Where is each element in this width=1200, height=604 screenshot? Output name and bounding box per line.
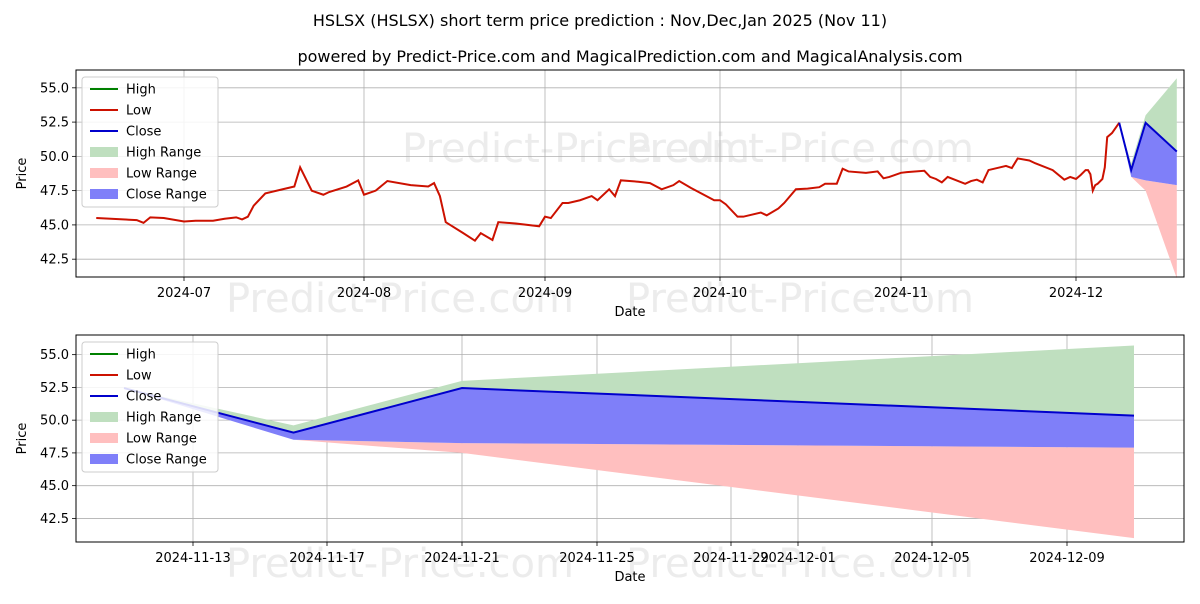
watermark-text: Predict-Price.com <box>226 541 574 587</box>
y-tick-label: 55.0 <box>40 348 69 363</box>
low-range-area <box>1119 122 1177 279</box>
watermark-text: Predict-Price.com <box>402 126 750 172</box>
y-tick-label: 52.5 <box>40 381 69 396</box>
y-tick-label: 42.5 <box>40 253 69 268</box>
legend-close-range-swatch <box>90 189 118 199</box>
y-tick-label: 47.5 <box>40 446 69 461</box>
x-tick-label: 2024-11-25 <box>559 551 635 566</box>
chart-title: HSLSX (HSLSX) short term price predictio… <box>313 11 887 30</box>
x-tick-label: 2024-11-21 <box>424 551 500 566</box>
plot-area <box>76 70 1184 277</box>
y-tick-label: 45.0 <box>40 218 69 233</box>
legend-high-label: High <box>126 348 156 363</box>
y-tick-label: 47.5 <box>40 184 69 199</box>
legend-high-range-swatch <box>90 147 118 157</box>
legend-low-label: Low <box>126 369 152 384</box>
legend-close-range-label: Close Range <box>126 188 207 203</box>
legend-low-range-label: Low Range <box>126 432 197 447</box>
watermark-text: Predict-Price.com <box>226 276 574 322</box>
y-axis-label: Price <box>15 423 30 455</box>
y-tick-label: 50.0 <box>40 150 69 165</box>
x-tick-label: 2024-08 <box>337 286 391 301</box>
watermark-text: Predict-Price.com <box>626 276 974 322</box>
legend-low-range-swatch <box>90 168 118 178</box>
y-tick-label: 55.0 <box>40 81 69 96</box>
y-tick-label: 50.0 <box>40 414 69 429</box>
high-range-area <box>124 345 1134 433</box>
legend-low-range-swatch <box>90 433 118 443</box>
bottom-panel: Predict-Price.comPredict-Price.comPredic… <box>15 334 1185 587</box>
legend-high-label: High <box>126 83 156 98</box>
legend-high-range-label: High Range <box>126 411 201 426</box>
low-range-area <box>124 388 1134 539</box>
legend-close-label: Close <box>126 125 161 140</box>
low-series-line <box>96 122 1121 243</box>
legend-close-range-swatch <box>90 454 118 464</box>
watermark-text: Predict-Price.com <box>626 541 974 587</box>
legend-low-label: Low <box>126 104 152 119</box>
legend-high-range-label: High Range <box>126 146 201 161</box>
y-tick-label: 42.5 <box>40 512 69 527</box>
x-axis-label: Date <box>614 305 645 320</box>
watermark-text: Predict-Price.com <box>626 126 974 172</box>
x-tick-label: 2024-11 <box>874 286 928 301</box>
x-axis-label: Date <box>614 570 645 585</box>
x-tick-label: 2024-12-05 <box>894 551 970 566</box>
close-range-area <box>124 388 1134 448</box>
chart-subtitle: powered by Predict-Price.com and Magical… <box>297 47 962 66</box>
legend-high-range-swatch <box>90 412 118 422</box>
x-tick-label: 2024-12-01 <box>760 551 836 566</box>
x-tick-label: 2024-10 <box>693 286 747 301</box>
legend-low-range-label: Low Range <box>126 167 197 182</box>
plot-frame <box>75 334 1185 543</box>
y-tick-label: 52.5 <box>40 116 69 131</box>
plot-frame <box>75 69 1185 278</box>
close-series-line <box>1118 120 1178 174</box>
y-axis-label: Price <box>15 158 30 190</box>
x-tick-label: 2024-11-13 <box>155 551 231 566</box>
x-tick-label: 2024-11-17 <box>289 551 365 566</box>
legend-close-label: Close <box>126 390 161 405</box>
y-tick-label: 45.0 <box>40 479 69 494</box>
x-tick-label: 2024-11-29 <box>693 551 769 566</box>
top-panel: Predict-Price.comPredict-Price.comPredic… <box>15 69 1185 322</box>
legend-close-range-label: Close Range <box>126 453 207 468</box>
x-tick-label: 2024-09 <box>518 286 572 301</box>
x-tick-label: 2024-12-09 <box>1029 551 1105 566</box>
x-tick-label: 2024-07 <box>157 286 211 301</box>
x-tick-label: 2024-12 <box>1049 286 1103 301</box>
